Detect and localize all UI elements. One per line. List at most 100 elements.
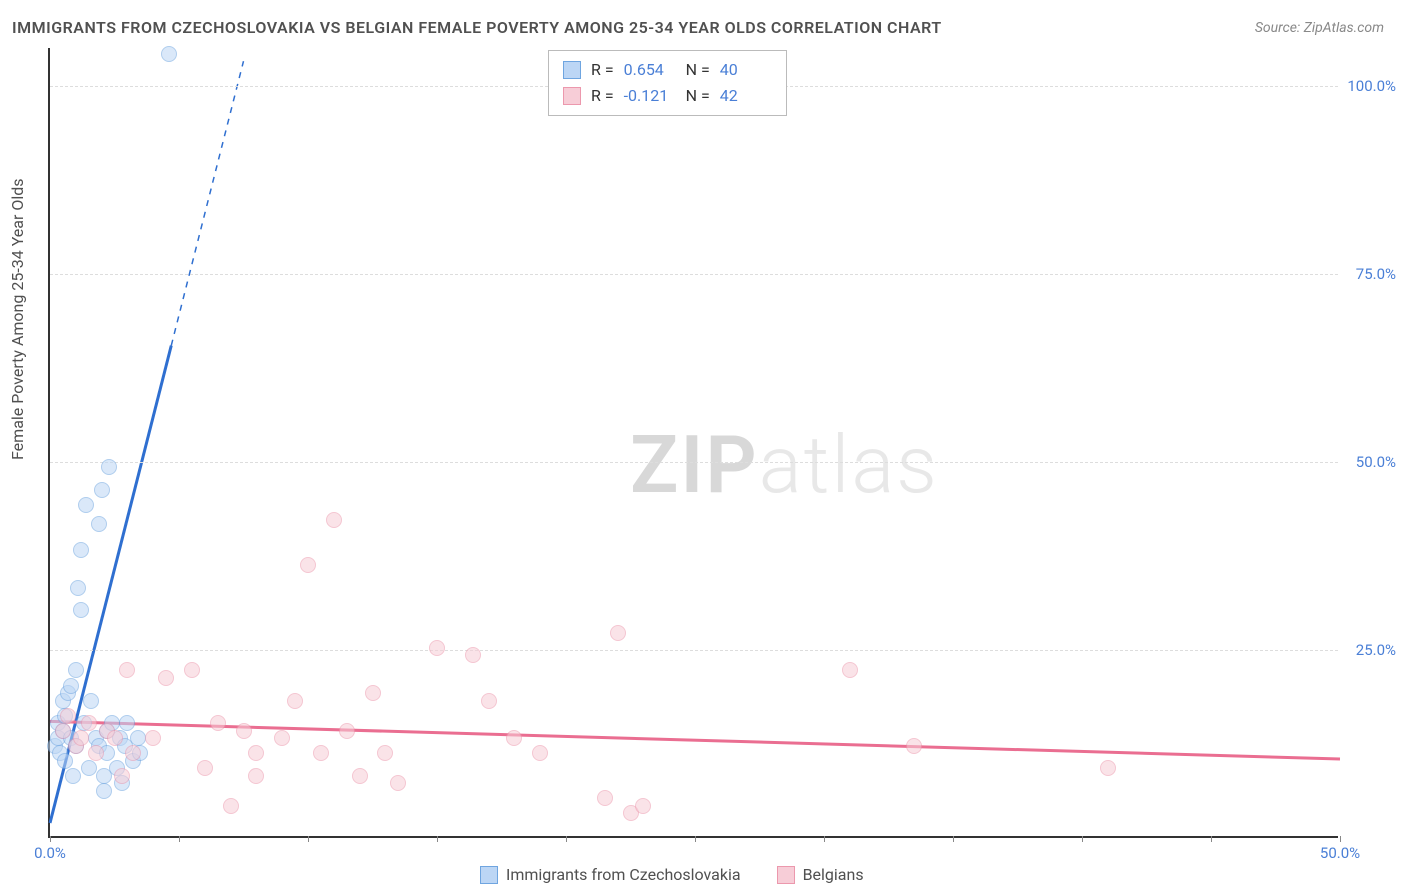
x-tick-mark (1211, 836, 1212, 842)
scatter-point (610, 625, 626, 641)
scatter-point (68, 662, 84, 678)
scatter-point (197, 760, 213, 776)
scatter-point (65, 768, 81, 784)
scatter-point (78, 497, 94, 513)
scatter-point (248, 745, 264, 761)
stats-row: R = 0.654 N = 40 (563, 57, 772, 83)
scatter-point (597, 790, 613, 806)
gridline (50, 650, 1338, 651)
scatter-point (635, 798, 651, 814)
series-swatch (563, 87, 581, 105)
scatter-point (60, 708, 76, 724)
scatter-point (223, 798, 239, 814)
r-label: R = (591, 57, 614, 83)
y-tick-label: 75.0% (1356, 265, 1396, 283)
x-tick-label: 0.0% (34, 844, 66, 862)
x-tick-mark (695, 836, 696, 842)
legend-item: Immigrants from Czechoslovakia (480, 865, 741, 884)
trend-line-extrapolation (171, 61, 243, 345)
legend-label: Immigrants from Czechoslovakia (506, 865, 741, 884)
series-swatch (563, 61, 581, 79)
scatter-point (88, 745, 104, 761)
scatter-point (377, 745, 393, 761)
y-tick-label: 50.0% (1356, 453, 1396, 471)
scatter-point (326, 512, 342, 528)
scatter-point (1100, 760, 1116, 776)
series-swatch (777, 866, 795, 884)
scatter-point (390, 775, 406, 791)
y-axis-label: Female Poverty Among 25-34 Year Olds (8, 178, 27, 460)
x-tick-mark (50, 836, 51, 842)
x-tick-mark (953, 836, 954, 842)
scatter-point (107, 730, 123, 746)
scatter-point (161, 46, 177, 62)
n-value: 40 (720, 57, 772, 83)
scatter-point (465, 647, 481, 663)
r-value: 0.654 (624, 57, 676, 83)
scatter-point (532, 745, 548, 761)
scatter-point (481, 693, 497, 709)
scatter-point (73, 542, 89, 558)
y-tick-label: 25.0% (1356, 641, 1396, 659)
scatter-point (158, 670, 174, 686)
scatter-point (94, 482, 110, 498)
legend: Immigrants from Czechoslovakia Belgians (480, 865, 864, 884)
scatter-point (274, 730, 290, 746)
r-label: R = (591, 83, 614, 109)
scatter-point (125, 745, 141, 761)
scatter-point (57, 753, 73, 769)
stats-row: R = -0.121 N = 42 (563, 83, 772, 109)
legend-item: Belgians (777, 865, 864, 884)
scatter-point (70, 580, 86, 596)
scatter-point (91, 516, 107, 532)
x-tick-mark (824, 836, 825, 842)
scatter-point (81, 760, 97, 776)
scatter-point (81, 715, 97, 731)
scatter-point (236, 723, 252, 739)
n-label: N = (686, 57, 710, 83)
scatter-point (210, 715, 226, 731)
scatter-point (83, 693, 99, 709)
scatter-point (73, 602, 89, 618)
scatter-point (114, 768, 130, 784)
scatter-point (248, 768, 264, 784)
scatter-point (365, 685, 381, 701)
plot-area: ZIPatlas 25.0%50.0%75.0%100.0%0.0%50.0% (48, 48, 1338, 838)
x-tick-mark (1082, 836, 1083, 842)
scatter-point (339, 723, 355, 739)
chart-title: IMMIGRANTS FROM CZECHOSLOVAKIA VS BELGIA… (12, 18, 942, 37)
scatter-point (130, 730, 146, 746)
y-tick-label: 100.0% (1347, 77, 1396, 95)
gridline (50, 462, 1338, 463)
scatter-point (313, 745, 329, 761)
stats-box: R = 0.654 N = 40 R = -0.121 N = 42 (548, 50, 787, 116)
series-swatch (480, 866, 498, 884)
scatter-point (101, 459, 117, 475)
scatter-point (73, 730, 89, 746)
trend-lines-layer (50, 48, 1338, 836)
scatter-point (145, 730, 161, 746)
scatter-point (184, 662, 200, 678)
x-tick-mark (1340, 836, 1341, 842)
source-attribution: Source: ZipAtlas.com (1255, 20, 1384, 36)
scatter-point (119, 715, 135, 731)
scatter-point (906, 738, 922, 754)
x-tick-mark (566, 836, 567, 842)
scatter-point (429, 640, 445, 656)
n-label: N = (686, 83, 710, 109)
scatter-point (287, 693, 303, 709)
r-value: -0.121 (624, 83, 676, 109)
x-tick-mark (437, 836, 438, 842)
x-tick-mark (308, 836, 309, 842)
scatter-point (506, 730, 522, 746)
scatter-point (119, 662, 135, 678)
scatter-point (352, 768, 368, 784)
scatter-point (55, 723, 71, 739)
gridline (50, 274, 1338, 275)
x-tick-label: 50.0% (1320, 844, 1360, 862)
n-value: 42 (720, 83, 772, 109)
scatter-point (96, 783, 112, 799)
x-tick-mark (179, 836, 180, 842)
scatter-point (63, 678, 79, 694)
legend-label: Belgians (803, 865, 864, 884)
